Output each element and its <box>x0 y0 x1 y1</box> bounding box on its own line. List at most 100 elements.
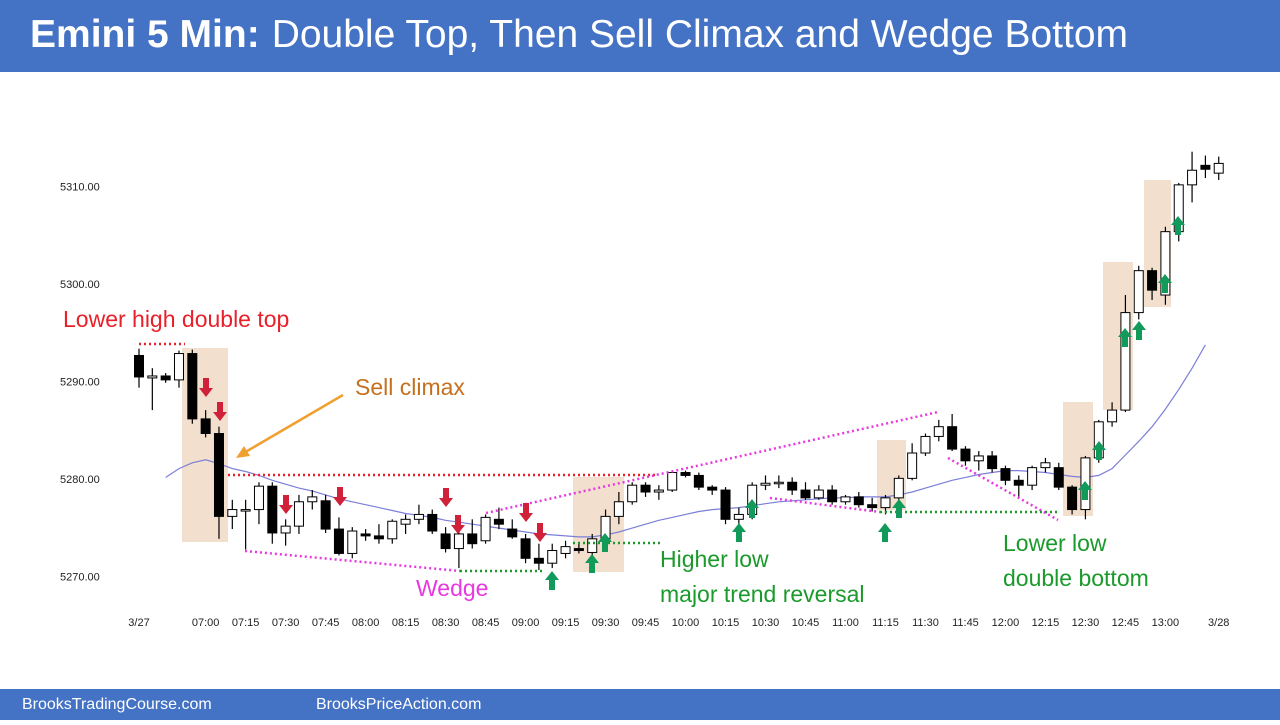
up-arrow <box>1132 321 1146 340</box>
slide-title: Emini 5 Min: Double Top, Then Sell Climax… <box>30 13 1128 56</box>
candle-body <box>573 548 584 552</box>
candle-body <box>507 528 518 538</box>
candle-body <box>147 375 158 379</box>
up-arrow <box>545 571 559 590</box>
candle-body <box>173 353 184 381</box>
down-arrow <box>439 488 453 507</box>
up-arrow <box>745 499 759 518</box>
candle-body <box>667 472 678 491</box>
candle-body <box>387 520 398 540</box>
candle-body <box>1107 409 1118 423</box>
candle-body <box>547 550 558 564</box>
x-tick-label: 09:45 <box>632 617 660 629</box>
candle-body <box>467 533 478 545</box>
candle-body <box>813 489 824 499</box>
x-tick-label: 13:00 <box>1152 617 1180 629</box>
candle-body <box>1133 270 1144 314</box>
x-tick-label: 12:15 <box>1032 617 1060 629</box>
candle-body <box>280 525 291 534</box>
candle-body <box>653 489 664 493</box>
up-arrow <box>732 523 746 542</box>
up-arrow <box>1171 216 1185 235</box>
candle-body <box>560 546 571 554</box>
up-arrow <box>1158 274 1172 293</box>
x-tick-label: 10:30 <box>752 617 780 629</box>
candle-body <box>400 518 411 525</box>
trend-lines <box>139 342 1060 573</box>
candle-body <box>800 489 811 499</box>
header-bar <box>0 0 1280 72</box>
x-tick-label: 09:00 <box>512 617 540 629</box>
candle-body <box>787 481 798 491</box>
dotted-line <box>769 496 881 514</box>
candle-body <box>160 375 171 381</box>
candle-body <box>840 496 851 503</box>
candle-body <box>640 484 651 493</box>
up-arrow <box>1092 441 1106 460</box>
candle-body <box>1067 486 1078 511</box>
candle-body <box>1040 462 1051 469</box>
candle-body <box>1147 270 1158 291</box>
candle-body <box>427 513 438 532</box>
candle-body <box>720 489 731 520</box>
footer-bar <box>0 689 1280 720</box>
candle-body <box>520 538 531 559</box>
candle-body <box>907 452 918 479</box>
x-tick-label: 11:45 <box>952 617 979 629</box>
candle-body <box>200 418 211 435</box>
candle-body <box>1013 479 1024 486</box>
down-arrow <box>519 503 533 522</box>
plot: 5270.00 5280.00 5290.00 5300.00 5310.00 3/27 0… <box>60 151 1229 629</box>
annotation: major trend reversal <box>660 581 865 607</box>
candle-body <box>973 455 984 462</box>
candle-body <box>493 518 504 525</box>
candle-body <box>867 504 878 509</box>
candle-body <box>267 485 278 534</box>
pointer-line <box>241 393 344 456</box>
candle-body <box>893 477 904 499</box>
candle-body <box>360 533 371 537</box>
x-tick-label: 07:30 <box>272 617 300 629</box>
candle-body <box>933 426 944 437</box>
x-tick-label: 12:45 <box>1112 617 1140 629</box>
dotted-line <box>947 456 1059 522</box>
candle-body <box>347 530 358 554</box>
down-arrow <box>213 402 227 421</box>
up-arrow <box>878 523 892 542</box>
candle-body <box>760 482 771 486</box>
x-tick-label: 08:30 <box>432 617 460 629</box>
candle-body <box>440 533 451 550</box>
candle-body <box>1120 312 1131 411</box>
candle-body <box>1213 162 1224 174</box>
candle-body <box>480 516 491 542</box>
y-tick-label: 5270.00 <box>60 572 100 584</box>
annotation: Lower low <box>1003 530 1107 556</box>
down-arrow <box>279 495 293 514</box>
down-arrow <box>199 378 213 397</box>
x-tick-label: 09:15 <box>552 617 580 629</box>
candle-body <box>1187 169 1198 186</box>
candle-body <box>213 433 224 517</box>
candle-body <box>413 513 424 520</box>
x-tick-label: 3/28 <box>1208 617 1229 629</box>
x-tick-label: 12:00 <box>992 617 1020 629</box>
footer-left: BrooksTradingCourse.com <box>22 696 212 713</box>
candle-body <box>587 538 598 553</box>
x-tick-label: 10:45 <box>792 617 820 629</box>
candle-body <box>987 455 998 470</box>
candle-body <box>1160 231 1171 296</box>
annotation: double bottom <box>1003 565 1149 591</box>
y-tick-label: 5280.00 <box>60 474 100 486</box>
title-rest: Double Top, Then Sell Climax and Wedge B… <box>272 13 1128 56</box>
up-arrow <box>1078 481 1092 500</box>
candle-body <box>947 426 958 450</box>
candle-body <box>453 533 464 550</box>
x-tick-label: 07:00 <box>192 617 220 629</box>
annotation: Sell climax <box>355 374 465 400</box>
y-tick-label: 5290.00 <box>60 377 100 389</box>
x-tick-label: 3/27 <box>128 617 149 629</box>
annotation: Higher low <box>660 546 769 572</box>
highlight-box <box>573 477 624 572</box>
candle-body <box>533 557 544 564</box>
